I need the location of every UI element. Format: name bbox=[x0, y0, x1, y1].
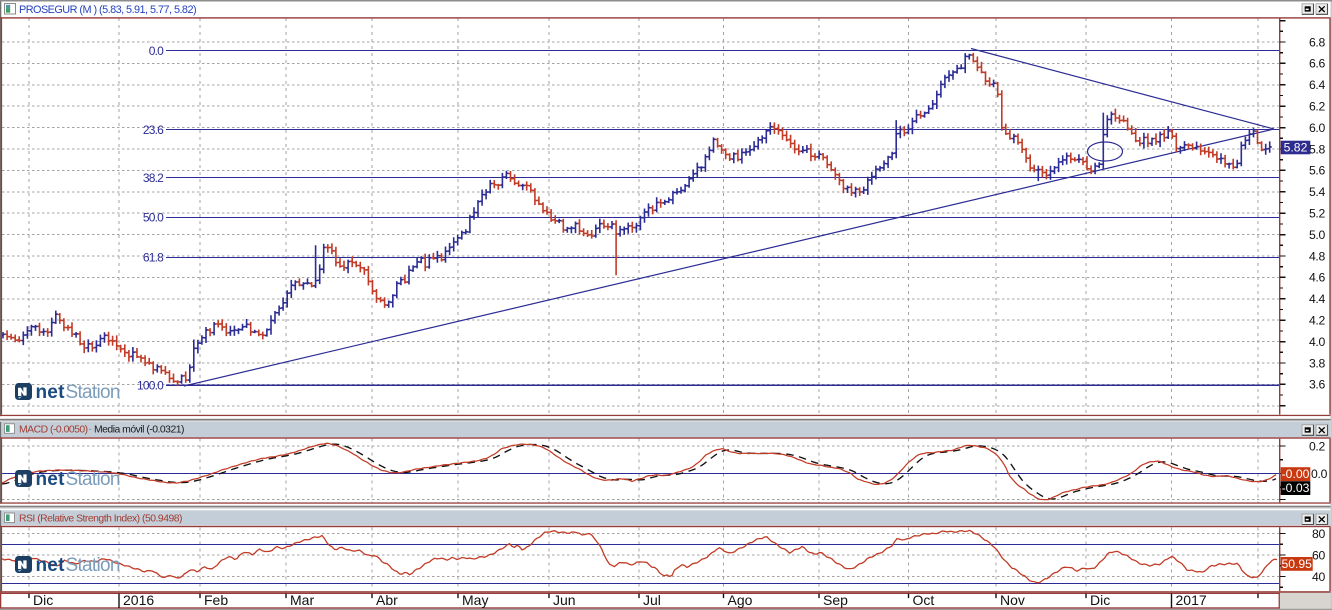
svg-text:5.82: 5.82 bbox=[1284, 141, 1308, 155]
svg-text:40: 40 bbox=[1312, 570, 1325, 584]
svg-text:0.0: 0.0 bbox=[149, 44, 164, 58]
svg-text:Feb: Feb bbox=[204, 592, 228, 608]
svg-text:5.6: 5.6 bbox=[1309, 164, 1326, 178]
svg-text:Oct: Oct bbox=[913, 592, 935, 608]
svg-text:2017: 2017 bbox=[1176, 592, 1207, 608]
svg-text:60: 60 bbox=[1312, 548, 1325, 562]
svg-text:3.6: 3.6 bbox=[1309, 378, 1326, 392]
svg-text:-: - bbox=[89, 425, 92, 436]
svg-text:4.6: 4.6 bbox=[1309, 271, 1326, 285]
svg-text:-0.00: -0.00 bbox=[1282, 467, 1310, 481]
svg-text:Station: Station bbox=[66, 469, 120, 490]
svg-text:May: May bbox=[462, 592, 488, 608]
svg-text:Nov: Nov bbox=[1000, 592, 1025, 608]
svg-text:23.6: 23.6 bbox=[143, 123, 164, 137]
svg-text:Media móvil (-0.0321): Media móvil (-0.0321) bbox=[94, 425, 184, 436]
svg-text:100.0: 100.0 bbox=[137, 379, 164, 393]
svg-text:4.2: 4.2 bbox=[1309, 314, 1326, 328]
svg-text:Dic: Dic bbox=[33, 592, 53, 608]
svg-text:50.95: 50.95 bbox=[1281, 557, 1312, 571]
svg-text:Jun: Jun bbox=[553, 592, 576, 608]
svg-text:Sep: Sep bbox=[823, 592, 848, 608]
svg-text:80: 80 bbox=[1312, 527, 1325, 541]
svg-text:3.8: 3.8 bbox=[1309, 356, 1326, 370]
svg-text:50.0: 50.0 bbox=[143, 211, 164, 225]
svg-text:6.0: 6.0 bbox=[1309, 121, 1326, 135]
svg-text:2016: 2016 bbox=[123, 592, 154, 608]
svg-text:0.0: 0.0 bbox=[1311, 467, 1328, 481]
svg-text:PROSEGUR (M ) (5.83, 5.91, 5.7: PROSEGUR (M ) (5.83, 5.91, 5.77, 5.82) bbox=[19, 4, 196, 16]
svg-text:4.4: 4.4 bbox=[1309, 292, 1326, 306]
svg-text:6.8: 6.8 bbox=[1309, 35, 1326, 49]
svg-text:Ago: Ago bbox=[728, 592, 753, 608]
svg-text:Station: Station bbox=[66, 382, 120, 403]
svg-text:-0.03: -0.03 bbox=[1282, 481, 1310, 495]
svg-text:RSI (Relative Strength Index): RSI (Relative Strength Index) (50.9498) bbox=[19, 514, 182, 525]
svg-text:Station: Station bbox=[66, 555, 120, 576]
svg-text:net: net bbox=[36, 469, 66, 490]
svg-text:6.4: 6.4 bbox=[1309, 78, 1326, 92]
svg-text:5.8: 5.8 bbox=[1309, 142, 1326, 156]
svg-text:MACD (-0.0050): MACD (-0.0050) bbox=[19, 425, 88, 436]
svg-text:5.2: 5.2 bbox=[1309, 207, 1326, 221]
svg-text:Abr: Abr bbox=[376, 592, 398, 608]
svg-text:4.0: 4.0 bbox=[1309, 335, 1326, 349]
svg-text:Dic: Dic bbox=[1090, 592, 1110, 608]
svg-text:5.4: 5.4 bbox=[1309, 185, 1326, 199]
svg-text:6.6: 6.6 bbox=[1309, 57, 1326, 71]
svg-text:6.2: 6.2 bbox=[1309, 100, 1326, 114]
svg-text:61.8: 61.8 bbox=[143, 251, 164, 265]
svg-text:0.2: 0.2 bbox=[1309, 439, 1326, 453]
svg-text:Mar: Mar bbox=[290, 592, 314, 608]
svg-text:net: net bbox=[36, 555, 66, 576]
svg-text:38.2: 38.2 bbox=[143, 171, 164, 185]
svg-text:4.8: 4.8 bbox=[1309, 249, 1326, 263]
svg-text:net: net bbox=[36, 382, 66, 403]
svg-text:Jul: Jul bbox=[643, 592, 661, 608]
svg-text:5.0: 5.0 bbox=[1309, 228, 1326, 242]
